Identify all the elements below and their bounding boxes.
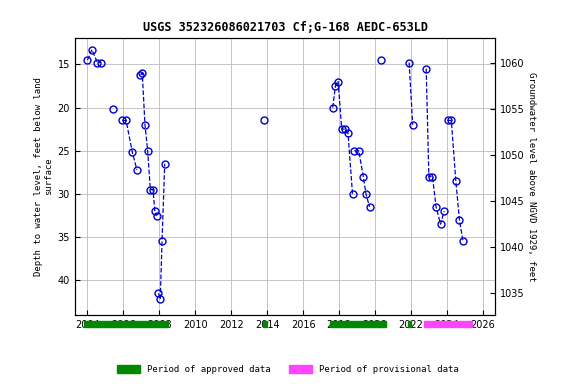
Legend: Period of approved data, Period of provisional data: Period of approved data, Period of provi… — [114, 361, 462, 377]
Bar — [263, 321, 267, 327]
Bar — [425, 321, 472, 327]
Bar — [84, 321, 168, 327]
Bar — [330, 321, 386, 327]
Y-axis label: Groundwater level above NGVD 1929, feet: Groundwater level above NGVD 1929, feet — [527, 72, 536, 281]
Bar — [408, 321, 411, 327]
Title: USGS 352326086021703 Cf;G-168 AEDC-653LD: USGS 352326086021703 Cf;G-168 AEDC-653LD — [143, 22, 427, 35]
Y-axis label: Depth to water level, feet below land
surface: Depth to water level, feet below land su… — [34, 77, 54, 276]
